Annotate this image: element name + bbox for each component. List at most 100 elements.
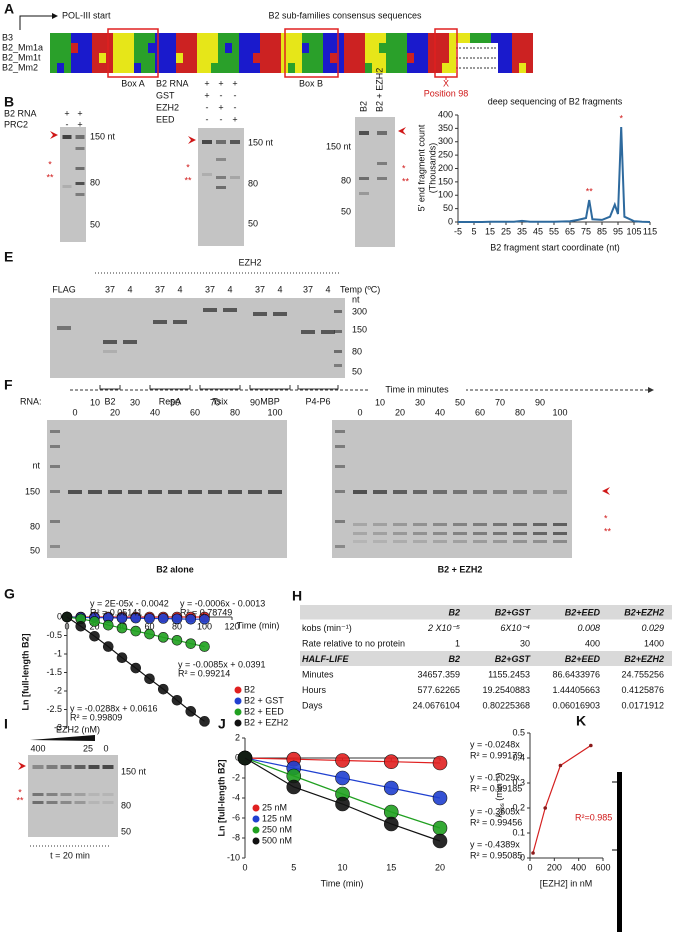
y-tick-label: 0.1: [512, 827, 525, 837]
point: [558, 763, 563, 768]
gel-band: [533, 523, 547, 526]
gel-band: [216, 186, 226, 189]
nucleotide: [351, 43, 358, 53]
row-label: B2 RNA: [156, 78, 189, 88]
sign: -: [234, 90, 237, 100]
sequence-name: B2_Mm1a: [2, 42, 43, 52]
nucleotide: [526, 43, 533, 53]
table-cell: B2+EED: [565, 607, 601, 617]
nucleotide: [316, 33, 323, 43]
nucleotide: [267, 43, 274, 53]
nucleotide: [372, 53, 379, 63]
table-cell: 1.44405663: [552, 685, 600, 695]
nucleotide: [274, 33, 281, 43]
gel-band: [75, 147, 85, 150]
time-note: t = 20 min: [50, 850, 90, 860]
point: [144, 613, 155, 624]
time-tick: 10: [90, 397, 100, 407]
nucleotide: [85, 43, 92, 53]
gel-band: [60, 793, 72, 796]
table-cell: 2 X10⁻⁵: [427, 623, 460, 633]
table-header: [300, 651, 672, 666]
y-tick-label: 150: [438, 176, 453, 186]
nucleotide: [204, 53, 211, 63]
x-axis-title: Time (min): [321, 878, 364, 888]
nucleotide: [169, 53, 176, 63]
nucleotide: [92, 63, 99, 73]
nucleotide: [134, 33, 141, 43]
nucleotide: [120, 53, 127, 63]
nucleotide: [414, 43, 421, 53]
table-cell: 1400: [644, 638, 664, 648]
sign: -: [220, 114, 223, 124]
annotation: R² = 0.95085: [470, 850, 522, 860]
point: [432, 790, 448, 806]
gel-band: [102, 765, 114, 769]
x-tick-label: 65: [565, 226, 575, 236]
point: [199, 716, 210, 727]
point: [102, 641, 114, 652]
table-row-label: Days: [302, 700, 323, 710]
gel-band: [413, 540, 427, 543]
star: **: [16, 795, 24, 805]
nucleotide: [393, 53, 400, 63]
nucleotide: [442, 33, 449, 43]
nucleotide: [421, 63, 428, 73]
y-tick-label: -3: [54, 722, 62, 732]
legend-marker: [252, 815, 260, 823]
annotation: y = -0.4389x: [470, 839, 520, 849]
point: [286, 779, 302, 795]
y-tick-label: -1: [54, 648, 62, 658]
point: [185, 638, 197, 649]
annotation: **: [586, 186, 594, 196]
size-marker: 50: [90, 219, 100, 229]
gel-band: [228, 490, 242, 494]
rna-group: MBP: [260, 396, 280, 406]
nucleotide: [393, 63, 400, 73]
nucleotide: [435, 53, 442, 63]
time-tick: 50: [170, 397, 180, 407]
nucleotide: [190, 53, 197, 63]
gel-band: [453, 490, 467, 494]
size-marker: 50: [352, 366, 362, 376]
point: [185, 613, 197, 625]
point: [543, 806, 548, 810]
nucleotide: [365, 43, 372, 53]
nucleotide: [484, 33, 491, 43]
nucleotide: [260, 33, 267, 43]
nucleotide: [141, 33, 148, 43]
table-cell: 30: [520, 638, 530, 648]
point: [102, 619, 114, 631]
lane-label: 400: [30, 743, 45, 753]
legend-marker: [234, 697, 242, 705]
time-tick: 70: [210, 397, 220, 407]
x-tick-label: 15: [485, 226, 495, 236]
gel-band: [513, 523, 527, 526]
nucleotide: [526, 33, 533, 43]
nucleotide: [113, 43, 120, 53]
lane-label: B2: [358, 101, 368, 112]
gel-band: [373, 532, 387, 535]
y-tick-label: -2: [54, 685, 62, 695]
row-label: B2 RNA: [4, 108, 37, 118]
point: [89, 616, 100, 627]
gel: [332, 420, 572, 558]
nucleotide: [512, 63, 519, 73]
nucleotide: [344, 43, 351, 53]
gel-band: [373, 523, 387, 526]
point: [383, 780, 399, 796]
nucleotide: [50, 33, 57, 43]
sign: +: [218, 78, 223, 88]
size-marker: 80: [352, 346, 362, 356]
nucleotide: [253, 63, 260, 73]
nucleotide: [120, 43, 127, 53]
gel-band: [50, 430, 60, 433]
nucleotide: [421, 33, 428, 43]
nucleotide: [323, 63, 330, 73]
gel-band: [553, 540, 567, 543]
concentration-wedge: [30, 735, 95, 741]
nucleotide: [428, 33, 435, 43]
y-axis-title: (Thousands): [427, 143, 437, 194]
nucleotide: [120, 63, 127, 73]
nucleotide: [267, 63, 274, 73]
